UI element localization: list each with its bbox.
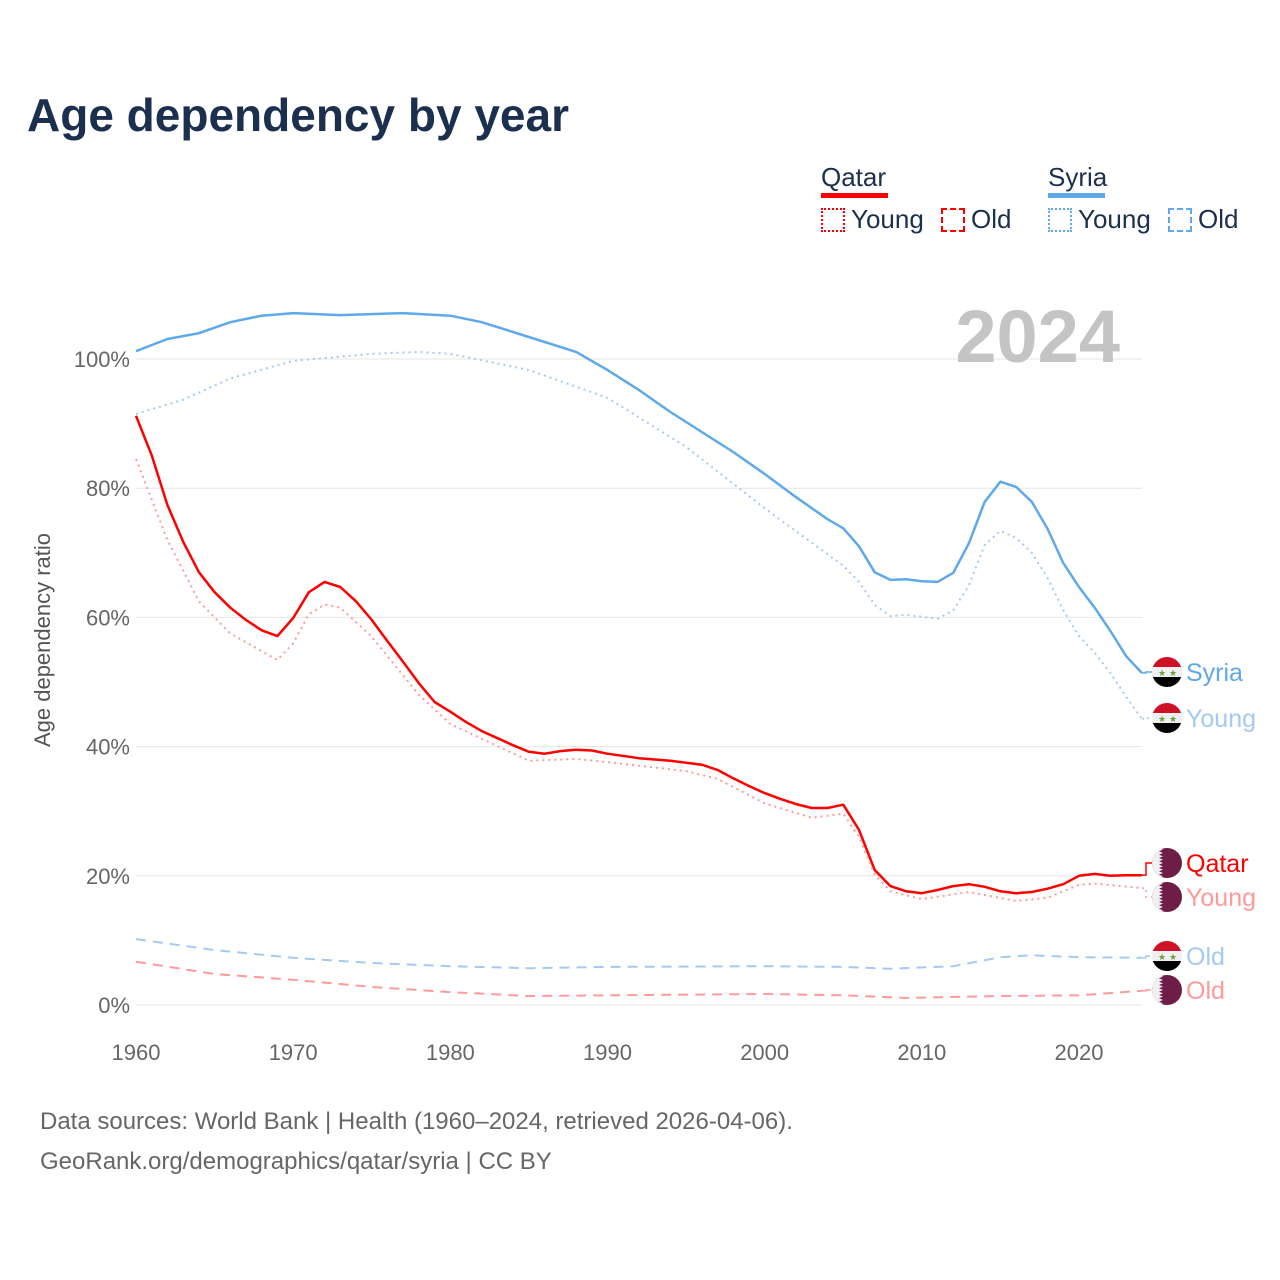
- y-tick-label: 60%: [86, 605, 130, 630]
- leader-line: [1142, 887, 1152, 898]
- y-tick-label: 20%: [86, 864, 130, 889]
- legend-label: Old: [971, 204, 1012, 234]
- end-label-qatar-old: Old: [1186, 977, 1225, 1005]
- series-line-qatar-old: [135, 960, 1142, 999]
- leader-line: [1142, 862, 1152, 876]
- svg-text:★: ★: [1169, 714, 1177, 724]
- x-tick-label: 1960: [112, 1040, 161, 1065]
- leader-line: [1142, 989, 1152, 992]
- legend-qatar-young: Young: [821, 204, 924, 235]
- syria-flag-icon: ★ ★: [1152, 703, 1182, 733]
- x-tick-label: 1980: [426, 1040, 475, 1065]
- x-tick-label: 1990: [583, 1040, 632, 1065]
- series-line-syria-young: [135, 350, 1143, 720]
- qatar-flag-icon: [1152, 848, 1182, 878]
- leader-line: [1142, 717, 1152, 720]
- source-line-2[interactable]: GeoRank.org/demographics/qatar/syria | C…: [40, 1148, 552, 1175]
- svg-text:★: ★: [1158, 952, 1166, 962]
- y-tick-label: 0%: [98, 993, 130, 1018]
- syria-flag-icon: ★ ★: [1152, 941, 1182, 971]
- chart-title: Age dependency by year: [27, 89, 569, 141]
- dotted-swatch-icon: [1048, 207, 1072, 232]
- legend-syria-label: Syria: [1048, 162, 1108, 192]
- legend-syria: Syria: [1048, 162, 1107, 198]
- y-tick-label: 80%: [86, 476, 130, 501]
- x-tick-label: 2000: [740, 1040, 789, 1065]
- x-tick-label: 2010: [897, 1040, 946, 1065]
- series-line-syria: [135, 311, 1143, 674]
- legend-syria-old: Old: [1168, 204, 1238, 235]
- end-label-syria-old: Old: [1186, 943, 1225, 971]
- dotted-swatch-icon: [821, 207, 845, 232]
- leader-line: [1142, 671, 1152, 674]
- qatar-flag-icon: [1152, 882, 1182, 912]
- leader-line: [1142, 955, 1152, 959]
- series-line-qatar: [134, 415, 1142, 895]
- end-label-qatar-young: Young: [1186, 884, 1256, 912]
- end-label-syria-total: Syria: [1186, 659, 1243, 687]
- svg-text:★: ★: [1158, 714, 1166, 724]
- legend-label: Young: [851, 204, 924, 234]
- dashed-swatch-icon: [941, 207, 965, 232]
- series-line-syria-old: [135, 938, 1142, 970]
- svg-text:★: ★: [1158, 668, 1166, 678]
- x-tick-label: 2020: [1055, 1040, 1104, 1065]
- y-tick-label: 40%: [86, 735, 130, 760]
- svg-text:★: ★: [1169, 668, 1177, 678]
- syria-flag-icon: ★ ★: [1152, 657, 1182, 687]
- legend-qatar-swatch: [821, 193, 888, 198]
- legend-label: Old: [1198, 204, 1239, 234]
- series-line-qatar-young: [135, 458, 1142, 902]
- y-axis-label: Age dependency ratio: [30, 533, 55, 747]
- y-tick-label: 100%: [74, 347, 130, 372]
- end-label-syria-young: Young: [1186, 705, 1256, 733]
- dashed-swatch-icon: [1168, 207, 1192, 232]
- end-label-qatar-total: Qatar: [1186, 850, 1249, 878]
- x-tick-label: 1970: [269, 1040, 318, 1065]
- legend-qatar: Qatar: [821, 162, 888, 198]
- legend-qatar-label: Qatar: [821, 162, 887, 192]
- legend-qatar-old: Old: [941, 204, 1011, 235]
- year-watermark: 2024: [955, 295, 1120, 378]
- legend-syria-swatch: [1048, 193, 1105, 198]
- qatar-flag-icon: [1152, 975, 1182, 1005]
- legend-syria-young: Young: [1048, 204, 1151, 235]
- source-line-1: Data sources: World Bank | Health (1960–…: [40, 1108, 793, 1135]
- svg-text:★: ★: [1169, 952, 1177, 962]
- legend-label: Young: [1078, 204, 1151, 234]
